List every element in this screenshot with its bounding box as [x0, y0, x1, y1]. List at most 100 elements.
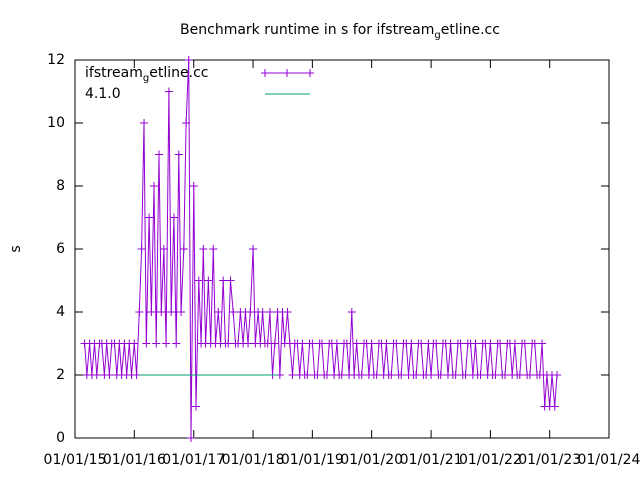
- point-marker: [152, 339, 161, 348]
- chart-title: Benchmark runtime in s for ifstreamgetli…: [180, 22, 500, 41]
- point-marker: [313, 371, 322, 379]
- point-marker: [306, 69, 314, 77]
- point-marker: [317, 339, 326, 348]
- point-marker: [244, 339, 253, 348]
- point-marker: [249, 245, 258, 253]
- point-marker: [347, 308, 356, 316]
- point-marker: [515, 371, 524, 379]
- point-marker: [142, 339, 151, 348]
- point-marker: [177, 308, 186, 316]
- y-axis-label: s: [8, 245, 24, 252]
- x-tick-label: 01/01/16: [103, 452, 166, 468]
- point-marker: [432, 339, 441, 348]
- point-marker: [186, 434, 195, 442]
- point-marker: [209, 245, 218, 253]
- point-marker: [172, 339, 181, 348]
- point-marker: [147, 308, 156, 316]
- point-marker: [265, 308, 274, 316]
- point-marker: [162, 339, 171, 348]
- point-marker: [283, 69, 291, 77]
- point-marker: [270, 339, 279, 348]
- y-tick-label: 6: [56, 241, 65, 257]
- point-marker: [145, 213, 154, 222]
- y-tick-label: 2: [56, 367, 65, 383]
- point-marker: [332, 339, 341, 348]
- point-marker: [298, 339, 307, 348]
- point-marker: [501, 371, 510, 379]
- point-marker: [382, 339, 391, 348]
- point-marker: [263, 339, 272, 348]
- point-marker: [491, 371, 500, 379]
- point-marker: [412, 371, 421, 379]
- point-marker: [258, 308, 267, 316]
- x-tick-label: 01/01/23: [518, 452, 581, 468]
- point-marker: [261, 69, 269, 77]
- point-marker: [451, 371, 460, 379]
- legend-label: ifstreamgetline.cc: [85, 65, 208, 84]
- x-tick-label: 01/01/15: [44, 452, 107, 468]
- point-marker: [204, 276, 213, 285]
- point-marker: [520, 339, 529, 348]
- point-marker: [214, 308, 223, 316]
- series-line: [84, 59, 558, 439]
- y-tick-label: 8: [56, 178, 65, 194]
- point-marker: [137, 245, 146, 253]
- point-marker: [169, 213, 178, 222]
- point-marker: [226, 276, 235, 285]
- point-marker: [92, 371, 101, 379]
- point-marker: [392, 339, 401, 348]
- point-marker: [194, 276, 203, 285]
- point-marker: [486, 339, 495, 348]
- x-tick-label: 01/01/19: [281, 452, 344, 468]
- point-marker: [427, 371, 436, 379]
- point-marker: [436, 371, 445, 379]
- point-marker: [132, 371, 141, 379]
- point-marker: [471, 339, 480, 348]
- y-tick-label: 12: [47, 52, 65, 68]
- point-marker: [553, 371, 562, 379]
- point-marker: [135, 308, 144, 316]
- point-marker: [372, 371, 381, 379]
- point-marker: [192, 402, 201, 411]
- point-marker: [219, 276, 228, 285]
- point-marker: [461, 371, 470, 379]
- point-marker: [535, 371, 544, 379]
- point-marker: [337, 371, 346, 379]
- x-tick-label: 01/01/21: [400, 452, 463, 468]
- point-marker: [525, 371, 534, 379]
- point-marker: [157, 308, 166, 316]
- y-tick-label: 4: [56, 304, 65, 320]
- point-marker: [154, 150, 163, 159]
- point-marker: [199, 245, 208, 253]
- point-marker: [179, 245, 188, 253]
- point-marker: [182, 119, 191, 127]
- point-marker: [397, 371, 406, 379]
- x-tick-label: 01/01/17: [162, 452, 225, 468]
- point-marker: [303, 371, 312, 379]
- point-marker: [367, 339, 376, 348]
- point-marker: [308, 339, 317, 348]
- point-marker: [530, 339, 539, 348]
- point-marker: [149, 182, 158, 190]
- point-marker: [476, 371, 485, 379]
- y-tick-label: 10: [47, 115, 65, 131]
- x-tick-label: 01/01/18: [222, 452, 285, 468]
- point-marker: [446, 339, 455, 348]
- point-marker: [229, 308, 238, 316]
- point-marker: [352, 339, 361, 348]
- point-marker: [140, 119, 149, 127]
- point-marker: [407, 339, 416, 348]
- point-marker: [357, 371, 366, 379]
- legend-label: 4.1.0: [85, 86, 121, 102]
- point-marker: [159, 245, 168, 253]
- point-marker: [538, 339, 547, 348]
- point-marker: [456, 339, 465, 348]
- point-marker: [246, 308, 255, 316]
- point-marker: [342, 339, 351, 348]
- point-marker: [495, 339, 504, 348]
- point-marker: [417, 339, 426, 348]
- point-marker: [130, 339, 139, 348]
- point-marker: [288, 371, 297, 379]
- point-marker: [174, 150, 183, 159]
